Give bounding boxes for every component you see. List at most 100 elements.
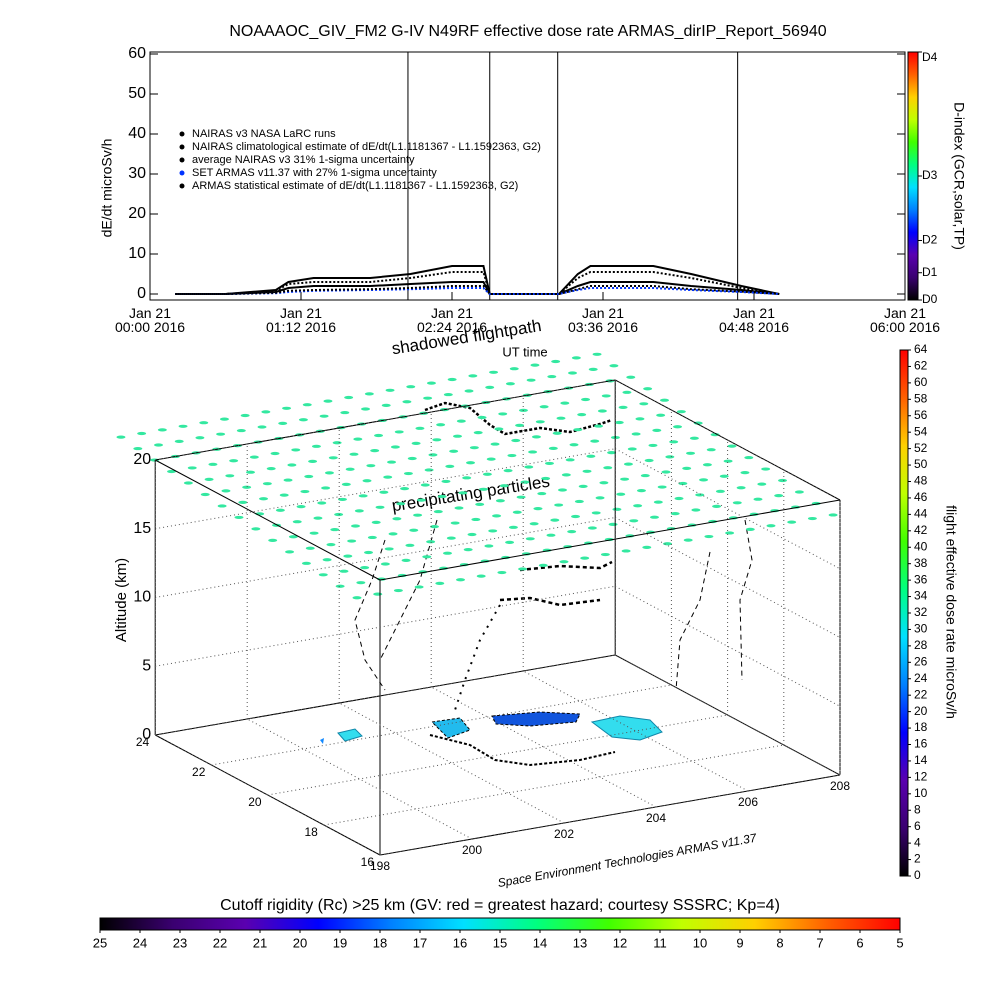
dose-marker: [384, 547, 394, 551]
dose-marker: [686, 451, 696, 455]
colorbar-tick-label: D3: [922, 168, 938, 182]
y-tick-label: 30: [128, 165, 146, 182]
dose-marker: [482, 472, 492, 476]
legend-label: NAIRAS climatological estimate of dE/dt(…: [192, 141, 541, 153]
dose-marker: [174, 439, 184, 443]
dose-marker: [556, 416, 566, 420]
x-tick-label: Jan 21 00:00 2016: [114, 305, 186, 335]
dose-marker: [581, 397, 591, 402]
dose-marker: [571, 514, 581, 519]
dose-marker: [678, 481, 688, 486]
dose-marker: [587, 526, 597, 530]
dose-marker: [551, 359, 561, 364]
dose-marker: [505, 382, 515, 386]
dose-marker: [533, 507, 543, 511]
dose-marker: [401, 558, 411, 563]
flight-path: [454, 604, 501, 711]
colorbar-tick-label: 34: [914, 589, 928, 603]
grid-line: [155, 517, 616, 598]
colorbar-tick-label: 8: [914, 802, 921, 816]
dose-marker: [240, 413, 250, 418]
dose-marker: [251, 527, 261, 531]
dose-marker: [364, 550, 374, 555]
dose-marker: [285, 550, 295, 554]
dose-marker: [204, 477, 214, 481]
grid-line: [267, 714, 728, 796]
colorbar-label: flight effective dose rate microSv/h: [943, 505, 959, 719]
colorbar-tick-label: 23: [173, 935, 187, 950]
colorbar: [907, 51, 919, 301]
dose-marker: [608, 522, 618, 527]
colorbar-tick-label: 48: [914, 474, 928, 488]
dose-marker: [216, 432, 226, 436]
dose-marker: [234, 515, 244, 520]
island: [337, 728, 363, 742]
dose-marker: [636, 489, 646, 493]
colorbar-tick-label: 0: [914, 868, 921, 882]
dose-marker: [588, 367, 598, 371]
dose-marker: [287, 463, 297, 467]
dose-marker: [622, 390, 632, 394]
island: [590, 715, 663, 741]
dose-marker: [573, 428, 583, 432]
colorbar-tick-label: 17: [413, 935, 427, 950]
dose-marker: [582, 469, 592, 473]
dose-marker: [137, 431, 147, 436]
shadow-curve: [354, 539, 386, 691]
colorbar-tick-label: 6: [914, 819, 921, 833]
dose-marker: [200, 492, 210, 497]
dose-marker: [302, 403, 312, 407]
y-tick-label: 50: [128, 85, 146, 102]
dose-marker: [322, 558, 332, 562]
dose-marker: [578, 484, 588, 488]
dose-marker: [774, 494, 784, 498]
colorbar-tick-label: 7: [816, 935, 823, 950]
z-axis-label: Altitude (km): [113, 558, 130, 642]
lon-tick-label: 206: [738, 795, 758, 809]
dose-marker: [467, 532, 477, 537]
dose-marker: [642, 545, 652, 549]
dose-marker: [370, 449, 380, 453]
colorbar-tick-label: 60: [914, 375, 928, 389]
legend-symbol: [179, 170, 185, 176]
dose-marker: [311, 444, 321, 448]
lat-tick-label: 18: [304, 825, 318, 839]
dose-marker: [304, 474, 314, 479]
colorbar-tick-label: 5: [896, 935, 903, 950]
chart-title: NOAAAOC_GIV_FM2 G-IV N49RF effective dos…: [229, 23, 826, 40]
shadow-curve: [379, 519, 438, 661]
dose-marker: [416, 498, 426, 502]
dose-marker: [423, 396, 433, 400]
dose-marker: [292, 520, 302, 524]
dose-marker: [420, 483, 430, 487]
colorbar-tick-label: 46: [914, 490, 928, 504]
dose-marker: [279, 493, 289, 497]
dose-marker: [629, 519, 639, 523]
grid-line: [323, 744, 784, 826]
dose-marker: [375, 505, 385, 509]
dose-marker: [266, 467, 276, 471]
dose-marker: [288, 535, 298, 539]
dose-marker: [537, 491, 547, 496]
dose-marker: [326, 543, 336, 547]
grid-line: [614, 448, 841, 570]
dose-marker: [405, 543, 415, 547]
colorbar-tick-label: 12: [613, 935, 627, 950]
credit: Space Environment Technologies ARMAS v11…: [497, 831, 759, 891]
dose-marker: [249, 455, 259, 459]
dose-marker: [463, 548, 473, 552]
dose-marker: [278, 421, 288, 425]
dose-marker: [567, 530, 577, 534]
dose-marker: [649, 515, 659, 519]
dose-marker: [476, 574, 486, 578]
dose-marker: [577, 413, 587, 417]
y-tick-label: 40: [128, 125, 146, 142]
dose-marker: [745, 527, 755, 531]
colorbar-tick-label: 16: [914, 737, 928, 751]
colorbar-tick-label: 21: [253, 935, 267, 950]
dose-marker: [550, 518, 560, 522]
colorbar-tick-label: 14: [914, 753, 928, 767]
dose-marker: [643, 387, 653, 391]
dose-marker: [373, 592, 383, 596]
dose-marker: [441, 479, 451, 484]
